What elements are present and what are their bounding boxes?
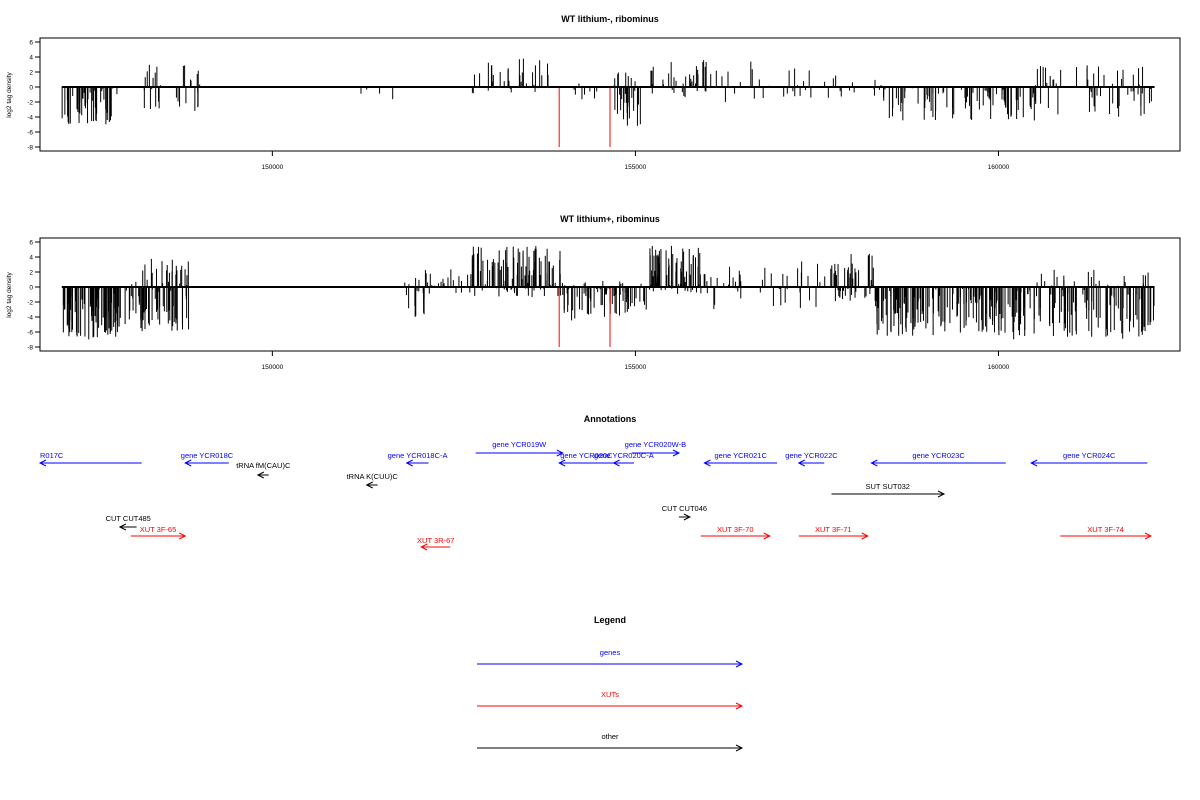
feature-arrow-xut-head: [178, 532, 187, 540]
feature-label: gene YCR020C-A: [594, 451, 654, 460]
y-tick-label: 0: [29, 285, 33, 292]
panel1-bars: [61, 58, 1155, 147]
feature-label: SUT SUT032: [866, 482, 910, 491]
feature-label: CUT CUT046: [662, 504, 707, 513]
feature-label: gene YCR018C: [181, 451, 234, 460]
feature-arrow-gene-head: [703, 459, 711, 467]
y-tick-label: -6: [27, 130, 33, 137]
feature-arrow-xut-head: [763, 532, 771, 540]
feature-label: tRNA K(CUU)C: [347, 472, 399, 481]
x-tick-label: 160000: [988, 364, 1010, 371]
feature-label: XUT 3F-65: [140, 525, 177, 534]
feature-arrow-gene-head: [612, 459, 620, 467]
feature-arrow-gene-head: [797, 459, 806, 467]
feature-arrow-gene-head: [672, 449, 681, 457]
x-tick-label: 150000: [262, 364, 284, 371]
feature-arrow-xut-head: [420, 543, 428, 551]
legend-arrow-other-head: [735, 744, 744, 752]
y-tick-label: -4: [27, 115, 33, 122]
y-tick-label: 2: [29, 270, 33, 277]
feature-label: tRNA fM(CAU)C: [236, 461, 291, 470]
y-tick-label: 4: [29, 255, 33, 262]
feature-arrow-xut-head: [861, 532, 869, 540]
y-tick-label: 2: [29, 70, 33, 77]
y-tick-label: -8: [27, 145, 33, 152]
y-tick-label: 4: [29, 55, 33, 62]
panel1-title: WT lithium-, ribominus: [561, 14, 659, 24]
feature-arrow-gene-head: [558, 459, 566, 467]
feature-arrow-other-head: [365, 481, 373, 489]
y-tick-label: -6: [27, 330, 33, 337]
legend-items: genes XUTs other: [477, 648, 744, 752]
feature-label: gene YCR022C: [785, 451, 838, 460]
panel1-x-axis: 150000 155000 160000: [262, 151, 1010, 171]
annotations-title: Annotations: [584, 414, 637, 424]
feature-arrow-gene-head: [38, 459, 47, 467]
feature-label: gene YCR024C: [1063, 451, 1116, 460]
feature-arrow-other-head: [683, 513, 691, 521]
feature-arrow-gene-head: [405, 459, 413, 467]
feature-arrow-gene-head: [870, 459, 878, 467]
y-tick-label: -8: [27, 345, 33, 352]
feature-arrow-other-head: [118, 523, 127, 531]
legend: Legend genes XUTs other: [477, 615, 744, 752]
panel2-y-axis-label: log2 tag density: [6, 271, 13, 317]
feature-label: CUT CUT485: [106, 514, 151, 523]
panel2-x-axis: 150000 155000 160000: [262, 351, 1010, 371]
legend-arrow-gene-head: [735, 660, 744, 668]
feature-label: gene YCR020W-B: [625, 440, 686, 449]
feature-label: R017C: [40, 451, 64, 460]
y-tick-label: 6: [29, 40, 33, 47]
feature-label: XUT 3F-70: [717, 525, 754, 534]
feature-label: gene YCR019W: [492, 440, 547, 449]
feature-arrow-gene-head: [556, 449, 564, 457]
legend-label: XUTs: [601, 690, 619, 699]
x-tick-label: 155000: [625, 364, 647, 371]
feature-arrow-xut-head: [1144, 532, 1153, 540]
feature-arrow-other-head: [937, 490, 946, 498]
x-tick-label: 160000: [988, 164, 1010, 171]
feature-label: XUT 3R-67: [417, 536, 454, 545]
panel1-y-axis: -8 -6 -4 -2 0 2 4 6: [27, 40, 40, 152]
feature-label: gene YCR018C-A: [388, 451, 448, 460]
feature-label: gene YCR021C: [714, 451, 767, 460]
feature-arrow-other-head: [256, 471, 265, 479]
y-tick-label: 6: [29, 240, 33, 247]
panel2-title: WT lithium+, ribominus: [560, 214, 660, 224]
y-tick-label: -2: [27, 300, 33, 307]
panel1-y-axis-label: log2 tag density: [6, 71, 13, 117]
y-tick-label: -2: [27, 100, 33, 107]
legend-arrow-xut-head: [735, 702, 744, 710]
panel1-frame: [39, 37, 1181, 152]
panel-lithium-minus: WT lithium-, ribominus log2 tag density …: [6, 14, 1181, 171]
panel2-bars: [61, 245, 1155, 347]
legend-title: Legend: [594, 615, 626, 625]
legend-label: genes: [600, 648, 621, 657]
feature-arrow-gene-head: [184, 459, 192, 467]
x-tick-label: 150000: [262, 164, 284, 171]
y-tick-label: 0: [29, 85, 33, 92]
feature-label: XUT 3F-74: [1087, 525, 1124, 534]
panel-lithium-plus: WT lithium+, ribominus log2 tag density …: [6, 214, 1181, 371]
x-tick-label: 155000: [625, 164, 647, 171]
panel2-y-axis: -8 -6 -4 -2 0 2 4 6: [27, 240, 40, 352]
feature-label: gene YCR020C: [560, 451, 613, 460]
feature-arrow-gene-head: [1030, 459, 1038, 467]
legend-label: other: [601, 732, 619, 741]
feature-label: gene YCR023C: [912, 451, 965, 460]
feature-label: XUT 3F-71: [815, 525, 852, 534]
y-tick-label: -4: [27, 315, 33, 322]
panel2-frame: [39, 237, 1181, 352]
